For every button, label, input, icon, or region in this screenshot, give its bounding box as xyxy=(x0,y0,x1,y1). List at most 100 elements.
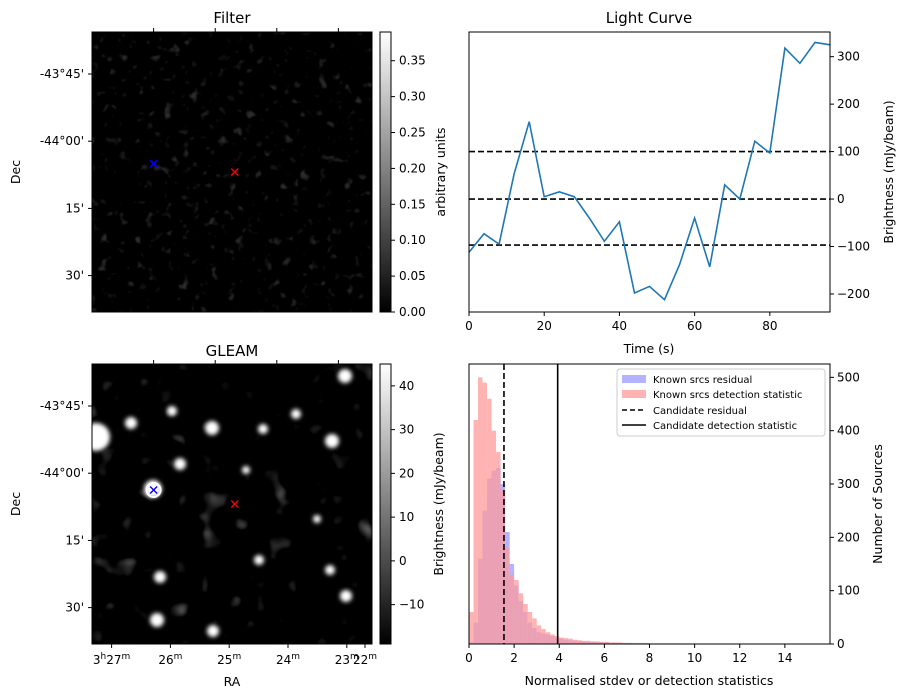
dec-tick-label: 30' xyxy=(65,269,84,283)
y-tick-label: 500 xyxy=(837,370,860,384)
y-tick-label: 200 xyxy=(837,97,860,111)
y-tick-label: 300 xyxy=(837,50,860,64)
x-tick-label: 4 xyxy=(555,651,563,665)
colorbar-tick-label: 10 xyxy=(399,510,414,524)
x-tick-label: 10 xyxy=(687,651,702,665)
ra-tick-label: 26m xyxy=(158,652,182,667)
hist-bar xyxy=(590,641,596,644)
x-tick-label: 14 xyxy=(777,651,792,665)
dec-tick-label: -44°00' xyxy=(40,134,84,148)
hist-bar xyxy=(527,612,533,644)
gleam-yticks: -43°45' -44°00' 15' 30' xyxy=(40,399,92,615)
x-tick-label: 80 xyxy=(762,319,777,333)
y-tick-label: −100 xyxy=(837,240,870,254)
histogram-bars xyxy=(469,377,695,644)
blue-x-marker xyxy=(149,159,158,168)
colorbar-tick-label: 0.25 xyxy=(399,126,426,140)
hist-bar xyxy=(545,632,551,644)
filter-colorbar-label: arbitrary units xyxy=(433,127,448,216)
hist-bar xyxy=(491,430,497,644)
lightcurve-xlabel: Time (s) xyxy=(623,341,675,356)
filter-title: Filter xyxy=(213,9,251,27)
lightcurve-series-line xyxy=(468,41,831,302)
lightcurve-yticks: −200 −100 0 100 200 300 xyxy=(830,50,870,301)
hist-bar xyxy=(599,641,605,644)
y-tick-label: 400 xyxy=(837,424,860,438)
histogram-right-ylabel: Number of Sources xyxy=(870,444,885,564)
hist-bar xyxy=(568,638,573,644)
hist-bar xyxy=(563,638,569,644)
x-tick-label: 6 xyxy=(601,651,609,665)
hist-bar xyxy=(635,642,641,644)
lightcurve-xticks: 0 20 40 60 80 xyxy=(465,312,777,333)
hist-bar xyxy=(482,382,488,644)
hist-bar xyxy=(604,641,609,644)
lightcurve-ylabel: Brightness (mJy/beam) xyxy=(881,100,896,243)
filter-ylabel: Dec xyxy=(8,160,23,184)
x-tick-label: 40 xyxy=(612,319,627,333)
x-tick-label: 0 xyxy=(465,319,473,333)
ra-tick-label: 25m xyxy=(217,652,241,667)
hist-bar xyxy=(622,642,627,644)
gleam-markers xyxy=(145,482,239,508)
filter-image xyxy=(92,32,372,312)
dec-tick-label: 15' xyxy=(65,533,84,547)
red-x-marker xyxy=(230,500,239,508)
hist-bar xyxy=(613,642,618,644)
ra-tick-label: 24m xyxy=(276,652,300,667)
filter-colorbar-ticks: 0.00 0.05 0.10 0.15 0.20 0.25 0.30 0.35 xyxy=(391,54,426,319)
y-tick-label: 100 xyxy=(837,145,860,159)
hist-bar xyxy=(572,639,578,644)
y-tick-label: 200 xyxy=(837,530,860,544)
hist-bar xyxy=(644,642,650,644)
colorbar-tick-label: 0.05 xyxy=(399,269,426,283)
x-tick-label: 2 xyxy=(510,651,518,665)
hist-bar xyxy=(577,640,582,644)
histogram-yticks: 0 100 200 300 400 500 xyxy=(830,370,860,651)
colorbar-tick-label: 0 xyxy=(399,554,407,568)
hist-series-1 xyxy=(469,377,695,644)
hist-bar xyxy=(640,642,645,644)
ra-tick-label: 23m xyxy=(335,652,359,667)
x-tick-label: 20 xyxy=(537,319,552,333)
hist-bar xyxy=(532,618,537,644)
dec-tick-label: -44°00' xyxy=(40,466,84,480)
filter-yticks: -43°45' -44°00' 15' 30' xyxy=(40,67,92,283)
hist-bar xyxy=(518,593,524,644)
colorbar-tick-label: 40 xyxy=(399,379,414,393)
dec-tick-label: -43°45' xyxy=(40,399,84,413)
gleam-colorbar-ticks: −10 0 10 20 30 40 xyxy=(391,379,424,612)
legend-swatch-residual xyxy=(622,375,646,383)
colorbar-tick-label: 0.10 xyxy=(399,233,426,247)
hist-bar xyxy=(541,629,546,644)
y-tick-label: 300 xyxy=(837,477,860,491)
dec-tick-label: 30' xyxy=(65,601,84,615)
x-tick-label: 0 xyxy=(465,651,473,665)
hist-bar xyxy=(496,452,501,644)
hist-bar xyxy=(478,377,483,644)
colorbar-tick-label: 0.30 xyxy=(399,90,426,104)
hist-bar xyxy=(523,604,528,644)
gleam-colorbar xyxy=(379,363,392,645)
gleam-xlabel: RA xyxy=(224,674,241,689)
x-tick-label: 12 xyxy=(732,651,747,665)
legend-swatch-detection xyxy=(622,390,646,398)
ra-tick-label: 22m xyxy=(353,652,377,667)
hist-bar xyxy=(473,420,479,644)
gleam-title: GLEAM xyxy=(206,342,259,360)
filter-colorbar xyxy=(379,31,392,313)
hist-bar xyxy=(500,489,506,644)
hist-bar xyxy=(595,641,600,644)
panel-filter: Filter Dec -43°45' -44°00' 15' 30' 0.00 0.05… xyxy=(8,9,448,319)
hist-bar xyxy=(536,625,542,644)
red-x-marker xyxy=(230,168,239,176)
legend-label-residual: Known srcs residual xyxy=(653,375,752,386)
histogram-legend: Known srcs residual Known srcs detection… xyxy=(616,368,826,437)
histogram-candidate-lines xyxy=(503,364,559,644)
hist-bar xyxy=(608,642,614,644)
colorbar-tick-label: 0.15 xyxy=(399,197,426,211)
x-tick-label: 60 xyxy=(687,319,702,333)
ra-tick-label: 3h27m xyxy=(93,652,130,667)
